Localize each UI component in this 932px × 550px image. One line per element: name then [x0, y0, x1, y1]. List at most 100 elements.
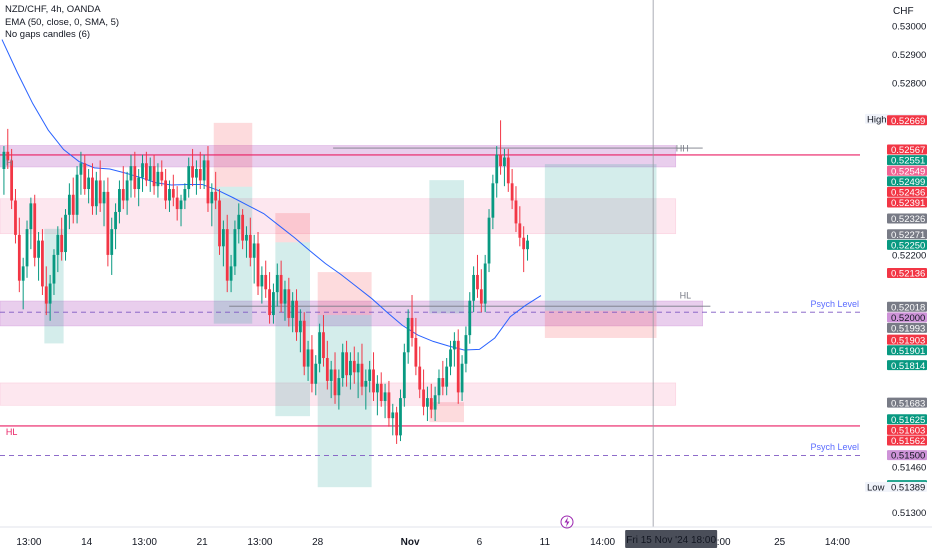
candle[interactable]: [341, 343, 345, 387]
candle[interactable]: [121, 166, 125, 210]
candle[interactable]: [29, 197, 33, 250]
candle[interactable]: [468, 292, 472, 344]
ema-line[interactable]: [1, 39, 542, 351]
price-label[interactable]: 0.51500: [887, 450, 927, 462]
candle[interactable]: [518, 206, 522, 247]
candle[interactable]: [483, 254, 487, 313]
candle[interactable]: [206, 146, 210, 212]
candle[interactable]: [310, 335, 314, 393]
candle[interactable]: [171, 174, 175, 207]
candle[interactable]: [345, 340, 348, 387]
candle[interactable]: [229, 254, 233, 293]
candle[interactable]: [14, 189, 17, 244]
candle[interactable]: [6, 128, 10, 169]
candle[interactable]: [198, 151, 202, 190]
candle[interactable]: [233, 220, 237, 275]
candle[interactable]: [179, 194, 183, 227]
candle[interactable]: [191, 148, 194, 187]
price-label[interactable]: 0.52549: [887, 165, 927, 178]
candle[interactable]: [25, 220, 29, 278]
candle[interactable]: [295, 289, 298, 341]
candle[interactable]: [75, 166, 79, 224]
candle[interactable]: [64, 209, 67, 261]
candle[interactable]: [452, 332, 456, 367]
candle[interactable]: [245, 226, 248, 258]
price-label[interactable]: 0.52567: [887, 144, 927, 156]
candle[interactable]: [175, 186, 179, 221]
candle[interactable]: [314, 355, 318, 396]
candle[interactable]: [445, 358, 449, 396]
candle[interactable]: [456, 329, 460, 404]
price-label[interactable]: 0.52326: [887, 213, 927, 226]
candle[interactable]: [137, 168, 141, 207]
price-label[interactable]: 0.52271: [887, 229, 927, 241]
candle[interactable]: [510, 168, 514, 210]
supply-zone-mid[interactable]: [0, 198, 677, 235]
candle[interactable]: [129, 154, 133, 198]
candle[interactable]: [60, 217, 64, 261]
candle[interactable]: [337, 369, 341, 410]
price-label[interactable]: 0.52000: [887, 312, 927, 324]
candle[interactable]: [360, 343, 364, 396]
range-8[interactable]: [429, 180, 464, 314]
candle[interactable]: [225, 214, 229, 293]
candle[interactable]: [164, 168, 168, 210]
session-low-label[interactable]: 0.51389: [887, 481, 927, 494]
symbol-title[interactable]: NZD/CHF, 4h, OANDA: [5, 4, 101, 15]
candle[interactable]: [148, 157, 152, 192]
session-high-label[interactable]: High: [865, 113, 888, 126]
candle[interactable]: [21, 257, 25, 310]
candle[interactable]: [183, 183, 187, 210]
candle[interactable]: [349, 352, 352, 390]
candle[interactable]: [79, 151, 83, 195]
candle[interactable]: [356, 352, 360, 399]
candle[interactable]: [291, 292, 295, 333]
candle[interactable]: [144, 151, 148, 187]
candle[interactable]: [272, 283, 275, 324]
candle[interactable]: [264, 260, 268, 298]
candle[interactable]: [433, 386, 437, 422]
candle[interactable]: [375, 375, 379, 416]
candle[interactable]: [141, 154, 144, 192]
candle[interactable]: [368, 360, 372, 393]
candle[interactable]: [333, 352, 337, 404]
candle[interactable]: [383, 383, 387, 419]
currency-label[interactable]: CHF: [893, 6, 914, 17]
candle[interactable]: [302, 312, 306, 376]
candle[interactable]: [352, 346, 356, 384]
price-label[interactable]: 0.52391: [887, 197, 927, 209]
candle[interactable]: [156, 163, 160, 198]
trade-target[interactable]: [544, 164, 657, 311]
candle[interactable]: [37, 231, 40, 281]
candle[interactable]: [275, 263, 279, 307]
candle[interactable]: [187, 157, 191, 198]
candle[interactable]: [44, 266, 48, 316]
candle[interactable]: [503, 148, 506, 187]
price-label[interactable]: 0.51625: [887, 414, 927, 426]
candle[interactable]: [298, 309, 302, 353]
candle[interactable]: [248, 217, 252, 267]
candle[interactable]: [252, 234, 256, 284]
candle[interactable]: [91, 163, 94, 215]
price-label[interactable]: 0.51562: [887, 435, 927, 447]
candle[interactable]: [260, 266, 264, 304]
candle[interactable]: [102, 180, 106, 227]
candle[interactable]: [460, 355, 464, 401]
candle[interactable]: [499, 120, 502, 175]
candle[interactable]: [506, 148, 510, 192]
candle[interactable]: [56, 226, 60, 273]
candle[interactable]: [98, 160, 102, 212]
price-label[interactable]: 0.51901: [887, 345, 927, 357]
candle[interactable]: [399, 389, 402, 442]
candle[interactable]: [133, 151, 137, 198]
candle[interactable]: [487, 209, 491, 273]
price-label[interactable]: 0.51603: [887, 424, 927, 437]
candle[interactable]: [287, 277, 291, 327]
candle[interactable]: [279, 260, 283, 313]
candle[interactable]: [410, 295, 414, 347]
supply-zone-top[interactable]: [0, 145, 677, 168]
candle[interactable]: [325, 340, 329, 390]
candle[interactable]: [441, 360, 445, 396]
candle[interactable]: [329, 360, 333, 399]
price-label[interactable]: 0.52499: [887, 176, 927, 188]
